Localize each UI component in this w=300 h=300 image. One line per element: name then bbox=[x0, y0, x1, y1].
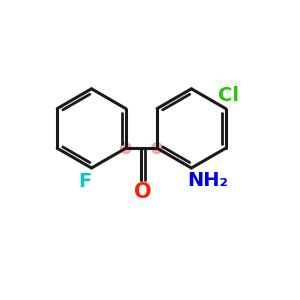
Text: NH₂: NH₂ bbox=[188, 171, 228, 190]
Text: F: F bbox=[78, 172, 92, 191]
Text: Cl: Cl bbox=[218, 85, 239, 105]
Circle shape bbox=[120, 143, 131, 154]
Text: O: O bbox=[134, 182, 151, 202]
Circle shape bbox=[152, 143, 163, 154]
